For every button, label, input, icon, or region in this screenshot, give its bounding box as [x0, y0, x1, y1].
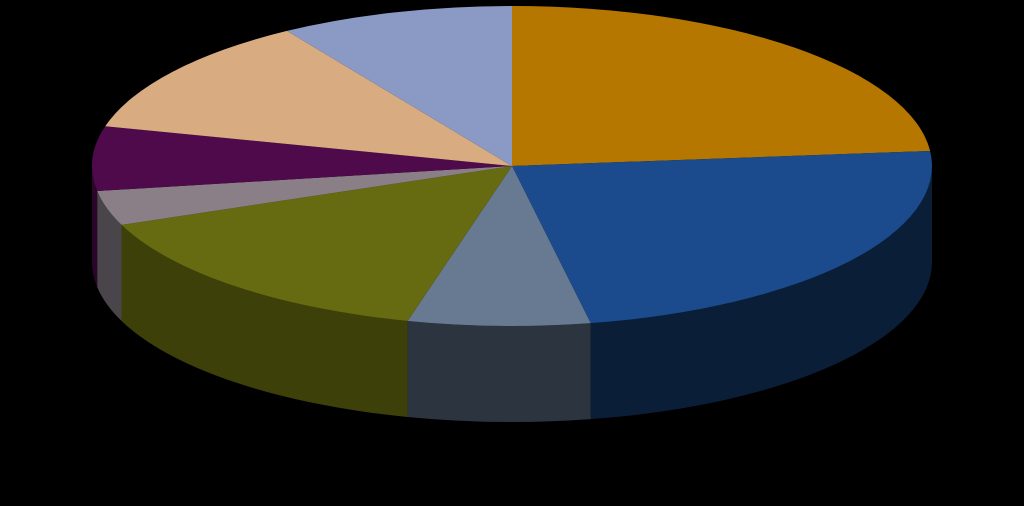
pie-slice-side-2 [590, 166, 932, 420]
pie-slice-3 [407, 166, 591, 327]
pie-slice-7 [105, 30, 512, 166]
pie-slice-side-4 [121, 224, 408, 417]
pie-slice-side-6 [92, 166, 98, 288]
pie-slice-8 [286, 6, 512, 166]
pie-slice-4 [121, 166, 513, 321]
pie-slice-5 [97, 166, 513, 225]
pie-slice-6 [92, 126, 512, 192]
pie-sides [92, 166, 932, 423]
pie-tops [92, 6, 933, 327]
pie-slice-side-3 [407, 320, 591, 423]
pie-slice-2 [512, 150, 933, 324]
pie-slice-side-5 [97, 191, 122, 321]
pie-slice-1 [512, 6, 931, 166]
